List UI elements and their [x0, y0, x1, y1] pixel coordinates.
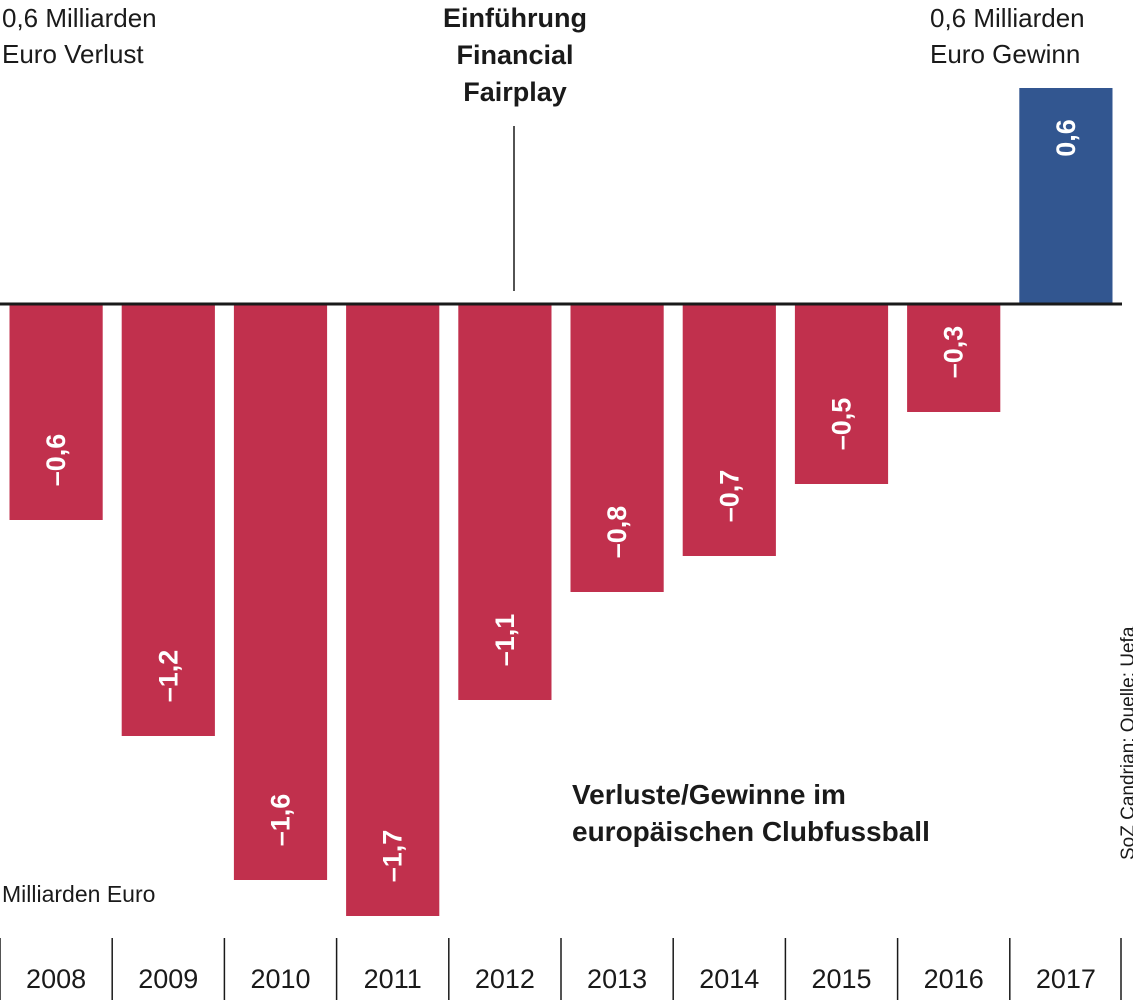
value-label-2009: –1,2	[153, 650, 183, 703]
unit-label: Milliarden Euro	[2, 881, 156, 907]
gain-annotation-line-2: Euro Gewinn	[930, 39, 1081, 69]
loss-scale-annotation: 0,6 Milliarden Euro Verlust	[2, 0, 157, 72]
bar-2011	[346, 304, 440, 916]
value-label-2011: –1,7	[378, 830, 408, 883]
chart-title-line-1: Verluste/Gewinne im	[572, 779, 846, 810]
gain-annotation-line-1: 0,6 Milliarden	[930, 3, 1085, 33]
bars-layer	[9, 88, 1113, 916]
event-annotation-line-2: Financial	[456, 40, 574, 70]
event-annotation: Einführung Financial Fairplay	[400, 0, 630, 111]
bar-2013	[570, 304, 664, 592]
event-annotation-line-3: Fairplay	[463, 77, 567, 107]
bar-2014	[682, 304, 776, 556]
value-label-2017: 0,6	[1051, 119, 1081, 157]
bar-2009	[121, 304, 215, 736]
loss-annotation-line-2: Euro Verlust	[2, 39, 144, 69]
chart-title: Verluste/Gewinne im europäischen Clubfus…	[572, 776, 930, 850]
bar-2017	[1019, 88, 1113, 304]
x-tick-label-2016: 2016	[924, 964, 984, 994]
loss-annotation-line-1: 0,6 Milliarden	[2, 3, 157, 33]
x-tick-label-2015: 2015	[811, 964, 871, 994]
value-label-2008: –0,6	[41, 434, 71, 487]
value-label-2012: –1,1	[490, 614, 520, 667]
x-tick-label-2017: 2017	[1036, 964, 1096, 994]
event-annotation-line-1: Einführung	[443, 3, 587, 33]
bar-2015	[794, 304, 889, 484]
x-tick-label-2010: 2010	[250, 964, 310, 994]
bar-2008	[9, 304, 103, 520]
x-tick-label-2013: 2013	[587, 964, 647, 994]
x-tick-label-2012: 2012	[475, 964, 535, 994]
x-axis: 2008 2009 2010 2011 2012 2013 2014 2015 2016 2017	[0, 938, 1122, 1000]
value-labels-layer: –0,6 –1,2 –1,6 –1,7 –1,1 –0,8 –0,7 –0,5 –0,3 0,6	[41, 119, 1081, 882]
value-label-2015: –0,5	[827, 398, 857, 451]
bar-2010	[233, 304, 328, 880]
chart-title-line-2: europäischen Clubfussball	[572, 816, 930, 847]
bar-2016	[907, 304, 1001, 412]
x-tick-label-2014: 2014	[699, 964, 759, 994]
value-label-2014: –0,7	[714, 470, 744, 523]
x-tick-label-2011: 2011	[364, 964, 422, 994]
x-tick-label-2009: 2009	[138, 964, 198, 994]
source-note: SoZ Candrian; Quelle: Uefa	[1118, 626, 1133, 860]
value-label-2016: –0,3	[939, 326, 969, 379]
x-tick-label-2008: 2008	[26, 964, 86, 994]
value-label-2010: –1,6	[266, 794, 296, 847]
bar-2012	[458, 304, 552, 700]
value-label-2013: –0,8	[602, 506, 632, 559]
gain-scale-annotation: 0,6 Milliarden Euro Gewinn	[930, 0, 1085, 72]
